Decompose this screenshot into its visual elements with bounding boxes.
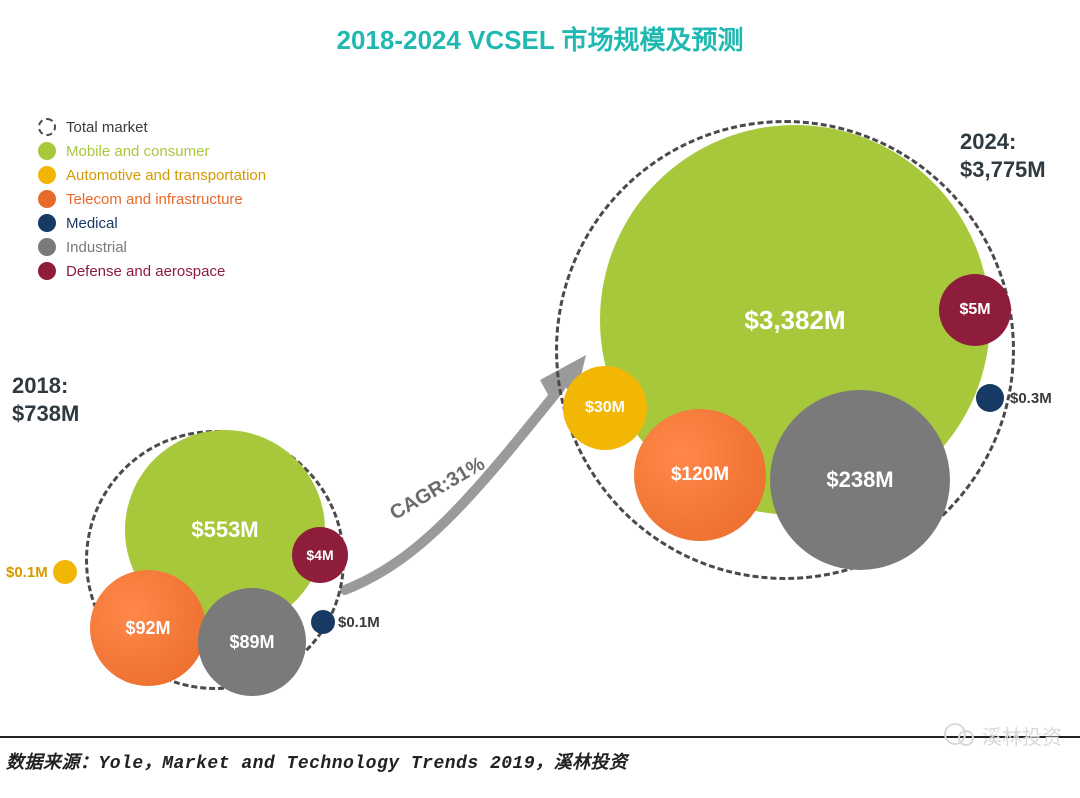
bubble-medical [976, 384, 1004, 412]
footer-source: 数据来源：Yole，Market and Technology Trends 2… [6, 748, 628, 774]
bubble-ext-label: $0.1M [338, 614, 380, 631]
bubble-industrial: $89M [198, 588, 306, 696]
watermark-text: 溪林投资 [982, 721, 1062, 750]
bubble-automotive: $30M [563, 366, 647, 450]
watermark: 溪林投资 [944, 720, 1062, 750]
page: 2018-2024 VCSEL 市场规模及预测 Total marketMobi… [0, 0, 1080, 798]
bubble-defense: $5M [939, 274, 1011, 346]
bubble-ext-label: $0.3M [1010, 390, 1052, 407]
bubble-automotive [53, 560, 77, 584]
wechat-icon [944, 723, 974, 747]
bubble-defense: $4M [292, 527, 348, 583]
footer-rule [0, 736, 1080, 738]
bubble-ext-label: $0.1M [6, 564, 48, 581]
bubble-medical [311, 610, 335, 634]
bubble-industrial: $238M [770, 390, 950, 570]
bubble-telecom: $120M [634, 409, 766, 541]
bubble-telecom: $92M [90, 570, 206, 686]
